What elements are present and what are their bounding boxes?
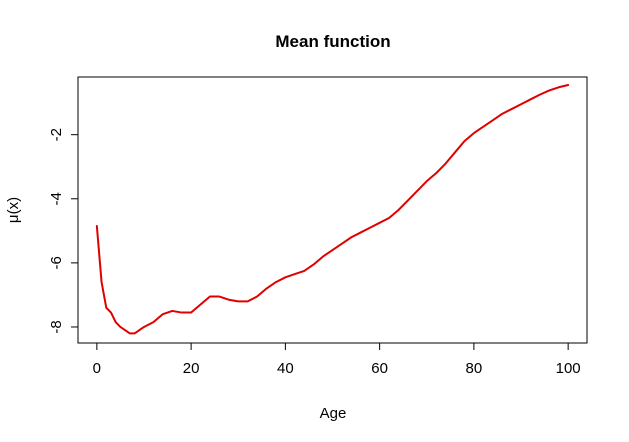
x-tick-label: 80 <box>466 360 483 377</box>
x-tick-label: 0 <box>93 360 101 377</box>
y-tick-label: -2 <box>48 128 65 141</box>
series-layer <box>95 84 570 335</box>
x-axis-label: Age <box>320 405 347 422</box>
mean-function-line <box>95 84 570 335</box>
plot-frame <box>77 76 588 344</box>
chart-title: Mean function <box>275 32 390 51</box>
x-axis: 0 20 40 60 80 100 <box>93 342 581 377</box>
y-tick-label: -6 <box>48 256 65 269</box>
y-tick-label: -8 <box>48 320 65 333</box>
y-axis: -8 -6 -4 -2 <box>48 128 79 334</box>
x-tick-label: 60 <box>371 360 388 377</box>
x-tick-label: 20 <box>183 360 200 377</box>
x-tick-label: 100 <box>556 360 581 377</box>
x-tick-label: 40 <box>277 360 294 377</box>
y-axis-label: μ(x) <box>5 197 22 223</box>
y-tick-label: -4 <box>48 192 65 205</box>
